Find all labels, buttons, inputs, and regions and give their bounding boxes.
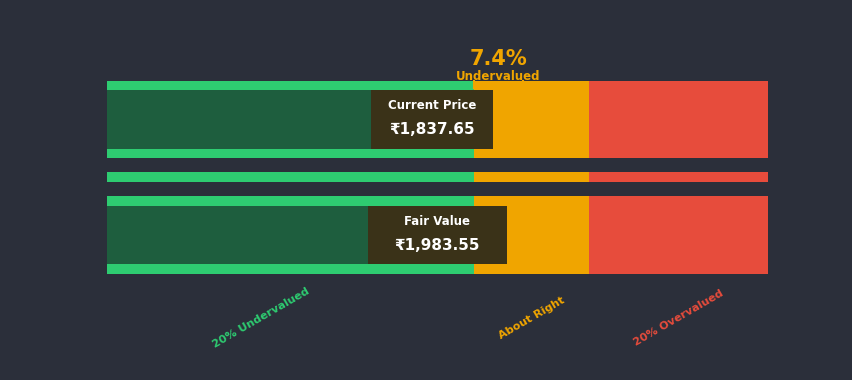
Bar <box>473 149 589 158</box>
Text: About Right: About Right <box>496 295 566 340</box>
Bar <box>106 81 473 90</box>
Bar <box>589 264 767 274</box>
Bar <box>589 149 767 158</box>
Bar <box>473 196 589 206</box>
Bar <box>473 206 589 264</box>
Text: ₹1,837.65: ₹1,837.65 <box>389 122 475 137</box>
Bar <box>473 173 589 182</box>
Text: 20% Overvalued: 20% Overvalued <box>631 288 724 347</box>
Bar <box>473 81 589 90</box>
Bar <box>589 90 767 149</box>
Bar <box>589 196 767 206</box>
Bar <box>106 206 473 264</box>
Bar <box>371 90 492 149</box>
Bar <box>589 173 767 182</box>
Bar <box>106 149 473 158</box>
Bar <box>106 173 473 182</box>
Bar <box>106 264 473 274</box>
Bar <box>106 196 473 206</box>
Text: Current Price: Current Price <box>388 99 475 112</box>
Bar <box>589 206 767 264</box>
Text: Fair Value: Fair Value <box>404 215 469 228</box>
Text: ₹1,983.55: ₹1,983.55 <box>394 238 480 253</box>
Text: 7.4%: 7.4% <box>469 49 527 69</box>
Bar <box>589 81 767 90</box>
Bar <box>106 90 473 149</box>
Bar <box>473 90 589 149</box>
Bar <box>473 264 589 274</box>
Text: Undervalued: Undervalued <box>456 70 540 83</box>
Text: 20% Undervalued: 20% Undervalued <box>210 286 310 350</box>
Bar <box>367 206 506 264</box>
